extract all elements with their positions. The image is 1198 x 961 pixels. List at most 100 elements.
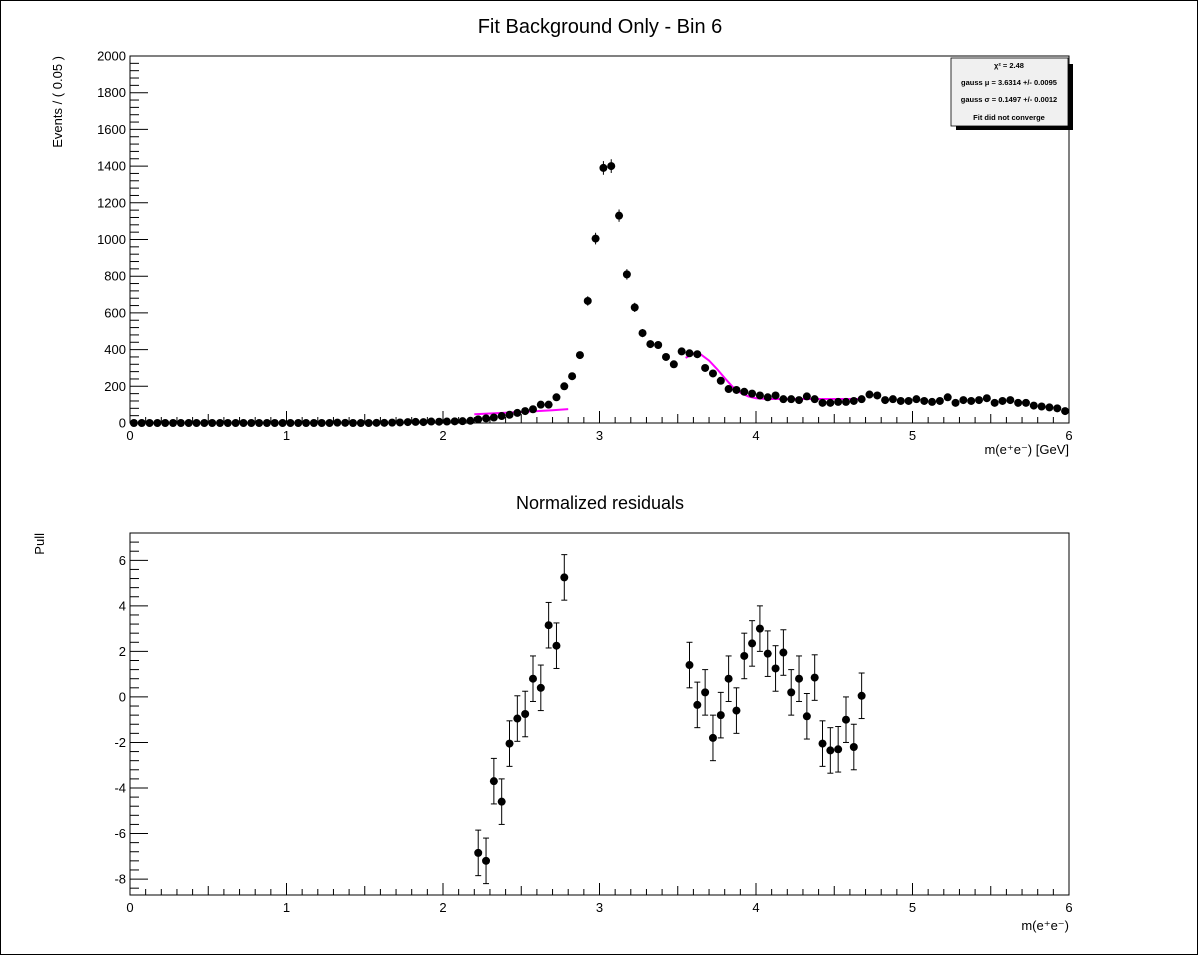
top-data-point — [223, 419, 232, 427]
pull-data-point — [528, 674, 537, 683]
top-data-point — [427, 417, 436, 426]
top-x-tick-label: 3 — [596, 428, 603, 443]
top-data-point — [662, 352, 671, 361]
top-data-point — [975, 396, 984, 405]
top-data-point — [536, 400, 545, 409]
stats-box-panel — [950, 57, 1069, 127]
top-data-point — [716, 376, 725, 385]
top-data-point — [622, 270, 631, 279]
top-data-point — [270, 419, 279, 427]
top-data-point — [575, 351, 584, 360]
bottom-axes: 0 1 2 3 4 5 6 -8 -6 -4 -2 0 2 4 6 — [114, 541, 1073, 915]
stats-gauss-mu: gauss μ = 3.6314 +/- 0.0095 — [961, 78, 1057, 87]
bottom-y-tick-label: -4 — [114, 780, 126, 795]
bottom-x-axis-title: m(e⁺e⁻) — [1021, 918, 1069, 933]
top-data-point — [771, 391, 780, 400]
top-x-tick-label: 0 — [126, 428, 133, 443]
stats-chi2: χ² = 2.48 — [994, 61, 1024, 70]
top-data-point — [419, 418, 428, 427]
bottom-x-tick-label: 6 — [1065, 900, 1072, 915]
top-data-point — [356, 419, 365, 427]
top-data-point — [435, 417, 444, 426]
top-data-point — [239, 419, 248, 427]
top-data-point — [599, 163, 608, 172]
pull-data-point — [763, 649, 772, 658]
top-y-tick-label: 0 — [119, 416, 126, 431]
top-data-point — [795, 396, 804, 405]
top-data-point — [262, 419, 271, 427]
bottom-chart-title: Normalized residuals — [516, 493, 684, 513]
stats-box: χ² = 2.48 gauss μ = 3.6314 +/- 0.0095 ga… — [950, 57, 1073, 130]
bottom-x-tick-label: 4 — [752, 900, 759, 915]
bottom-y-tick-label: -2 — [114, 735, 126, 750]
top-y-tick-label: 200 — [104, 379, 126, 394]
top-y-tick-label: 800 — [104, 269, 126, 284]
top-data-point — [740, 387, 749, 396]
pull-data-point — [505, 739, 514, 748]
pull-data-point — [474, 848, 483, 857]
top-data-point — [967, 396, 976, 405]
bottom-x-tick-label: 2 — [439, 900, 446, 915]
top-data-point — [372, 418, 381, 427]
top-data-point — [255, 419, 264, 427]
top-x-tick-label: 4 — [752, 428, 759, 443]
pull-data-point — [685, 661, 694, 670]
pull-data-point — [497, 797, 506, 806]
top-data-point — [544, 400, 553, 409]
pull-data-point — [834, 745, 843, 754]
top-data-point — [153, 419, 162, 427]
pull-data-point — [732, 706, 741, 715]
top-data-point — [982, 394, 991, 403]
top-fit-curves — [474, 352, 866, 416]
top-data-point — [654, 341, 663, 350]
top-data-point — [568, 372, 577, 381]
top-data-point — [1053, 404, 1062, 413]
top-data-point — [403, 418, 412, 427]
top-data-point — [724, 385, 733, 394]
top-data-point — [591, 234, 600, 243]
top-data-point — [615, 211, 624, 220]
top-data-point — [841, 397, 850, 406]
top-y-tick-label: 1200 — [97, 195, 126, 210]
top-data-point — [1045, 403, 1054, 412]
top-data-point — [200, 419, 209, 427]
pull-data-point — [849, 743, 858, 752]
pull-data-point — [779, 648, 788, 657]
top-y-tick-label: 600 — [104, 305, 126, 320]
stats-fit-status: Fit did not converge — [973, 113, 1045, 122]
top-chart-title: Fit Background Only - Bin 6 — [478, 16, 723, 38]
pull-data-point — [521, 710, 530, 718]
top-data-point — [286, 419, 295, 427]
top-data-point — [552, 393, 561, 402]
bottom-plot-frame — [129, 532, 1070, 896]
top-data-point — [395, 418, 404, 427]
top-data-point — [638, 329, 647, 338]
top-data-point — [873, 391, 882, 400]
pull-data-point — [841, 715, 850, 724]
top-data-point — [685, 349, 694, 358]
top-data-point — [521, 407, 530, 416]
pull-data-point — [560, 573, 569, 582]
pull-data-point — [857, 691, 866, 700]
top-data-point — [755, 391, 764, 400]
top-data-point — [380, 418, 389, 427]
top-data-point — [951, 398, 960, 407]
top-data-point — [849, 396, 858, 405]
top-x-tick-label: 1 — [283, 428, 290, 443]
top-axes: 0 1 2 3 4 5 6 0 200 400 600 800 1000 1200 1400 1600 1800… — [97, 49, 1073, 444]
bottom-y-tick-label: -6 — [114, 826, 126, 841]
top-data-point — [865, 390, 874, 399]
bottom-y-tick-label: 6 — [119, 553, 126, 568]
bottom-y-tick-label: 2 — [119, 644, 126, 659]
top-data-point — [896, 396, 905, 405]
top-data-point — [920, 396, 929, 405]
pull-data-point — [802, 712, 811, 721]
top-data-point — [943, 393, 952, 402]
pull-data-point — [708, 733, 717, 742]
pull-data-point — [701, 688, 710, 697]
top-data-point — [450, 417, 459, 426]
pull-data-point — [740, 651, 749, 660]
pull-data-point — [724, 674, 733, 683]
top-y-tick-label: 1000 — [97, 232, 126, 247]
top-data-point — [442, 417, 451, 426]
